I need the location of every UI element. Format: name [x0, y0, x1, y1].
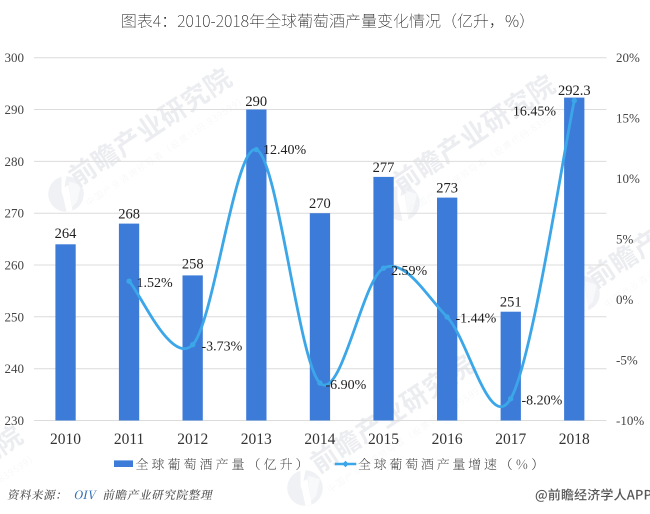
svg-text:0%: 0% [616, 292, 634, 307]
svg-text:250: 250 [5, 309, 25, 324]
svg-text:264: 264 [55, 226, 78, 242]
svg-text:290: 290 [5, 102, 25, 117]
svg-text:2014: 2014 [304, 431, 335, 448]
svg-text:268: 268 [118, 207, 140, 223]
svg-text:2012: 2012 [177, 431, 208, 448]
svg-text:258: 258 [182, 256, 204, 272]
svg-text:1.52%: 1.52% [137, 276, 174, 291]
svg-text:277: 277 [373, 160, 395, 176]
svg-text:-1.44%: -1.44% [456, 312, 497, 327]
svg-text:-10%: -10% [616, 413, 644, 428]
svg-text:16.45%: 16.45% [513, 105, 557, 120]
svg-text:-8.20%: -8.20% [522, 393, 563, 408]
svg-text:-5%: -5% [616, 353, 638, 368]
svg-text:2010: 2010 [50, 431, 81, 448]
svg-text:251: 251 [500, 295, 522, 311]
svg-text:2.59%: 2.59% [391, 264, 428, 279]
svg-text:270: 270 [5, 206, 25, 221]
svg-text:280: 280 [5, 154, 25, 169]
svg-text:2015: 2015 [368, 431, 399, 448]
svg-text:20%: 20% [616, 50, 640, 65]
svg-text:-6.90%: -6.90% [326, 378, 367, 393]
svg-text:260: 260 [5, 258, 25, 273]
svg-text:290: 290 [245, 94, 267, 110]
svg-text:270: 270 [309, 196, 331, 212]
svg-text:2016: 2016 [432, 431, 463, 448]
svg-text:2017: 2017 [495, 431, 526, 448]
svg-text:15%: 15% [616, 111, 640, 126]
svg-text:12.40%: 12.40% [263, 143, 307, 158]
svg-text:5%: 5% [616, 232, 634, 247]
svg-text:10%: 10% [616, 171, 640, 186]
svg-text:230: 230 [5, 413, 25, 428]
svg-text:-3.73%: -3.73% [202, 340, 243, 355]
svg-text:273: 273 [436, 181, 458, 197]
svg-text:2018: 2018 [559, 431, 590, 448]
svg-text:2013: 2013 [241, 431, 272, 448]
svg-text:300: 300 [5, 50, 25, 65]
svg-text:240: 240 [5, 361, 25, 376]
svg-text:292.3: 292.3 [558, 83, 591, 99]
svg-text:2011: 2011 [114, 431, 144, 448]
